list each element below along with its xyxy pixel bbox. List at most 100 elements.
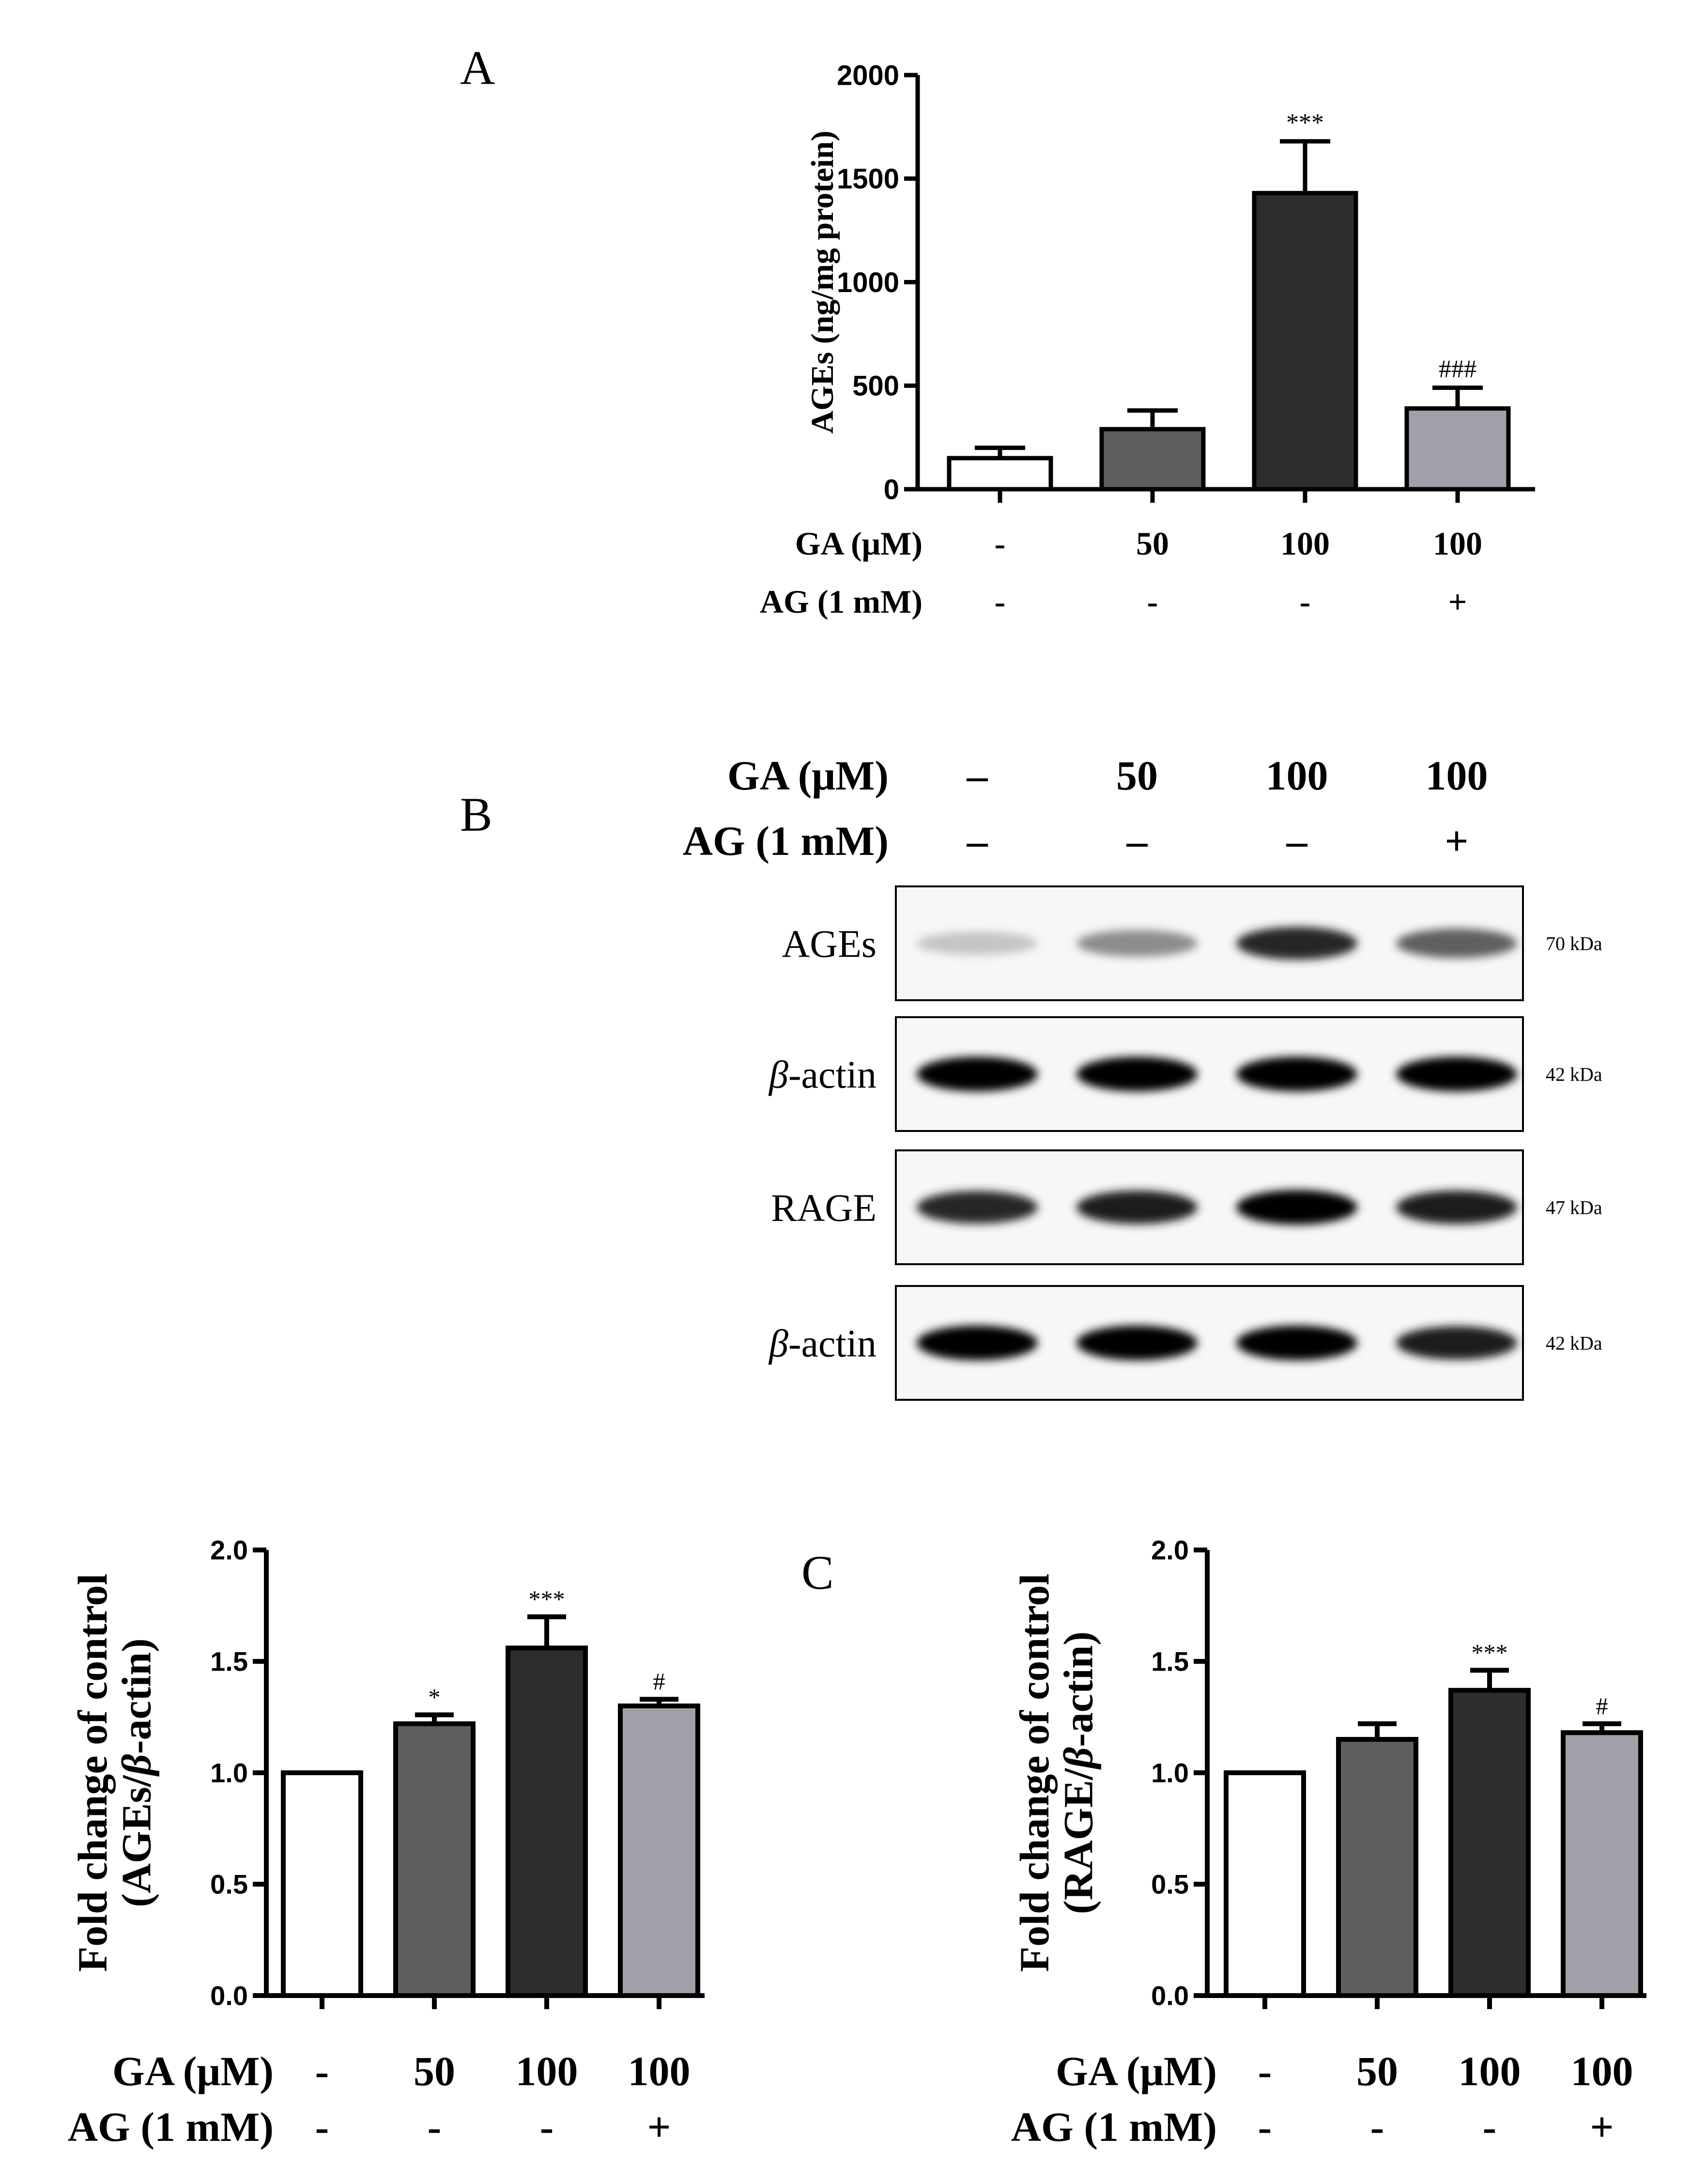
significance-mark: # bbox=[653, 1668, 665, 1695]
y-axis-title-part: -actin) bbox=[113, 1638, 159, 1754]
blot-band bbox=[917, 1325, 1038, 1361]
y-tick-label: 0.5 bbox=[1151, 1869, 1189, 1900]
ag-value: + bbox=[647, 2104, 671, 2150]
y-axis-title: AGEs (ng/mg protein) bbox=[805, 131, 840, 434]
ga-row-label: GA (μM) bbox=[112, 2048, 274, 2094]
bar-3 bbox=[1561, 1730, 1643, 1998]
ga-value: 100 bbox=[516, 2048, 578, 2094]
ag-value: - bbox=[1370, 2104, 1384, 2150]
y-tick-label: 1.0 bbox=[1151, 1758, 1189, 1788]
y-axis-title-part: (RAGE/ bbox=[1055, 1768, 1101, 1914]
bar-0 bbox=[1224, 1770, 1306, 1998]
blot-row-label: β-actin bbox=[768, 1054, 876, 1097]
blot-ga-value: 100 bbox=[1266, 752, 1328, 799]
y-tick-label: 0 bbox=[884, 474, 899, 505]
significance-mark: *** bbox=[529, 1585, 565, 1612]
y-axis-title-line2: (RAGE/β-actin) bbox=[1055, 1631, 1101, 1914]
ag-value: + bbox=[1448, 583, 1467, 620]
blot-row-label-prefix: β bbox=[768, 1054, 788, 1097]
bar-3 bbox=[618, 1704, 700, 1998]
y-tick-label: 2.0 bbox=[210, 1535, 248, 1565]
ag-row-label: AG (1 mM) bbox=[760, 583, 922, 620]
blot-kda-label: 70 kDa bbox=[1546, 933, 1602, 955]
blot-band bbox=[1076, 929, 1198, 957]
ag-value: - bbox=[540, 2104, 554, 2150]
y-axis-title-line2: (AGEs/β-actin) bbox=[113, 1638, 159, 1907]
blot-band bbox=[917, 1191, 1038, 1224]
bar-2 bbox=[506, 1645, 588, 1998]
blot-row-label-text: -actin bbox=[788, 1054, 876, 1097]
blot-band bbox=[1236, 1056, 1357, 1092]
blot-band bbox=[917, 1056, 1038, 1092]
blot-row-1: β-actin 42 kDa bbox=[768, 1016, 1602, 1132]
blot-row-label-prefix: β bbox=[768, 1323, 788, 1365]
significance-mark: ### bbox=[1439, 356, 1476, 383]
blot-band bbox=[917, 931, 1038, 955]
ga-value: - bbox=[995, 525, 1006, 562]
chart-ages-elisa: 0 500 1000 1500 2000 - - 50 - *** 100 - ### 100 + GA (μ… bbox=[760, 60, 1535, 620]
significance-mark: * bbox=[429, 1683, 441, 1710]
y-tick-label: 2000 bbox=[837, 60, 899, 91]
y-tick-label: 1.5 bbox=[1151, 1646, 1189, 1677]
ga-value: 50 bbox=[1356, 2048, 1398, 2094]
ag-value: - bbox=[1483, 2104, 1497, 2150]
blot-band bbox=[1396, 1326, 1517, 1360]
blot-row-3: β-actin 42 kDa bbox=[768, 1285, 1602, 1401]
blot-ag-value: + bbox=[1445, 818, 1468, 864]
y-tick-label: 2.0 bbox=[1151, 1535, 1189, 1565]
blot-band bbox=[1076, 1056, 1198, 1092]
beta-symbol: β bbox=[1055, 1747, 1101, 1770]
ag-value: - bbox=[995, 583, 1006, 620]
bar-1 bbox=[1336, 1737, 1418, 1998]
blot-ag-label: AG (1 mM) bbox=[683, 818, 889, 864]
panel-label-b: B bbox=[460, 788, 492, 841]
blot-ag-value: – bbox=[1286, 818, 1308, 864]
blot-band bbox=[1076, 1190, 1198, 1224]
significance-mark: *** bbox=[1286, 109, 1324, 137]
ga-value: 50 bbox=[1136, 525, 1169, 562]
bar-2 bbox=[1252, 191, 1358, 492]
blot-row-label: RAGE bbox=[771, 1187, 876, 1230]
ag-value: + bbox=[1590, 2104, 1614, 2150]
ga-value: - bbox=[315, 2048, 329, 2094]
y-tick-label: 1.5 bbox=[210, 1646, 248, 1677]
ag-value: - bbox=[428, 2104, 442, 2150]
blot-row-label-text: RAGE bbox=[771, 1187, 876, 1230]
ga-row-label: GA (μM) bbox=[795, 525, 922, 562]
y-tick-label: 1000 bbox=[837, 267, 899, 298]
blot-row-label: β-actin bbox=[768, 1323, 876, 1365]
y-axis-title-part: (AGEs/ bbox=[113, 1775, 159, 1907]
y-tick-label: 0.5 bbox=[210, 1869, 248, 1900]
blot-row-label-text: AGEs bbox=[782, 923, 876, 966]
blot-kda-label: 42 kDa bbox=[1546, 1332, 1602, 1354]
panel-label-a: A bbox=[460, 41, 495, 94]
ga-row-label: GA (μM) bbox=[1056, 2048, 1217, 2094]
blot-band bbox=[1236, 927, 1357, 960]
panel-label-c: C bbox=[801, 1546, 834, 1599]
bar-2 bbox=[1448, 1688, 1531, 1998]
ag-value: - bbox=[315, 2104, 329, 2150]
ag-row-label: AG (1 mM) bbox=[1011, 2104, 1217, 2150]
blot-row-2: RAGE 47 kDa bbox=[771, 1149, 1602, 1265]
beta-symbol: β bbox=[113, 1754, 159, 1777]
bar-1 bbox=[1099, 427, 1206, 492]
ga-value: - bbox=[1258, 2048, 1272, 2094]
ga-value: 100 bbox=[1571, 2048, 1633, 2094]
ga-value: 100 bbox=[628, 2048, 691, 2094]
blot-band bbox=[1396, 1190, 1517, 1224]
ag-value: - bbox=[1300, 583, 1311, 620]
western-blot-panel: GA (μM) AG (1 mM) – – 50 – 100 – 100 + AGEs 70 k… bbox=[683, 752, 1602, 1401]
y-tick-label: 0.0 bbox=[1151, 1981, 1189, 2011]
blot-ag-value: – bbox=[1126, 818, 1148, 864]
y-axis-title-line1: Fold change of control bbox=[1011, 1574, 1058, 1972]
ga-value: 50 bbox=[414, 2048, 455, 2094]
ga-value: 100 bbox=[1280, 525, 1330, 562]
blot-band bbox=[1396, 1056, 1517, 1092]
blot-ag-value: – bbox=[967, 818, 988, 864]
significance-mark: *** bbox=[1472, 1639, 1508, 1666]
blot-band bbox=[1236, 1325, 1357, 1361]
bar-1 bbox=[393, 1721, 476, 1998]
bar-0 bbox=[281, 1770, 363, 1998]
blot-kda-label: 42 kDa bbox=[1546, 1064, 1602, 1085]
